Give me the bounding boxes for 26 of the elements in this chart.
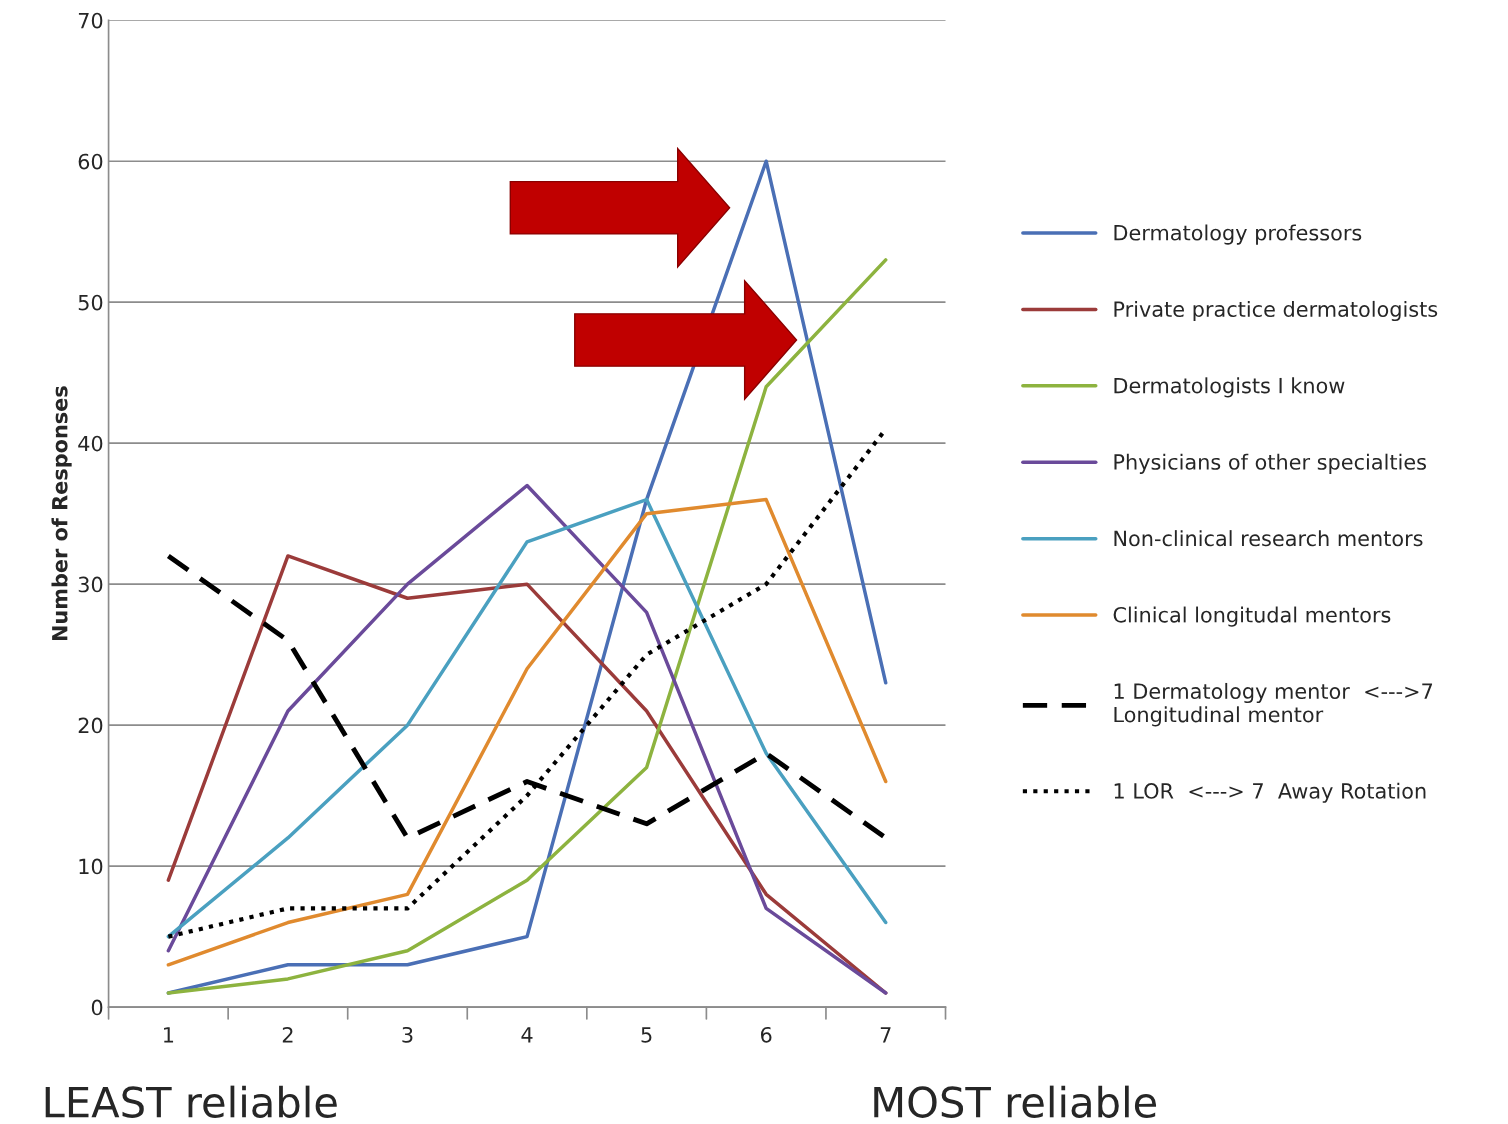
- y-tick-label: 0: [91, 999, 103, 1016]
- x-tick-label: 2: [282, 1026, 293, 1043]
- legend-label: 1 LOR <---> 7 Away Rotation: [1114, 782, 1426, 803]
- x-tick-label: 4: [521, 1027, 533, 1043]
- legend-label: Dermatology professors: [1114, 224, 1362, 245]
- text: LEAST reliable: [45, 1085, 337, 1118]
- x-tick-label: 5: [641, 1027, 652, 1043]
- x-tick-label: 1: [164, 1027, 174, 1043]
- x-tick-label: 3: [402, 1026, 413, 1043]
- y-axis-title: Number of Responses: [51, 386, 72, 641]
- x-tick-label: 7: [880, 1027, 891, 1043]
- legend-label: 1 Dermatology mentor <--->7 Longitudinal mentor: [1114, 682, 1433, 727]
- y-tick-label: 50: [78, 294, 103, 311]
- y-tick-label: 30: [78, 576, 103, 593]
- legend-label: Private practice dermatologists: [1114, 300, 1438, 322]
- y-tick-label: 40: [78, 435, 103, 452]
- text: MOST reliable: [874, 1085, 1157, 1118]
- x-tick-label: 6: [761, 1026, 772, 1043]
- legend-label: Dermatologists I know: [1114, 377, 1345, 398]
- y-tick-label: 60: [78, 153, 103, 170]
- y-tick-label: 10: [79, 858, 103, 875]
- y-tick-label: 20: [78, 717, 103, 734]
- legend-label: Clinical longitudal mentors: [1113, 606, 1391, 627]
- legend-label: Physicians of other specialties: [1114, 453, 1426, 474]
- y-tick-label: 70: [78, 12, 103, 29]
- legend-label: Non-clinical research mentors: [1114, 530, 1423, 547]
